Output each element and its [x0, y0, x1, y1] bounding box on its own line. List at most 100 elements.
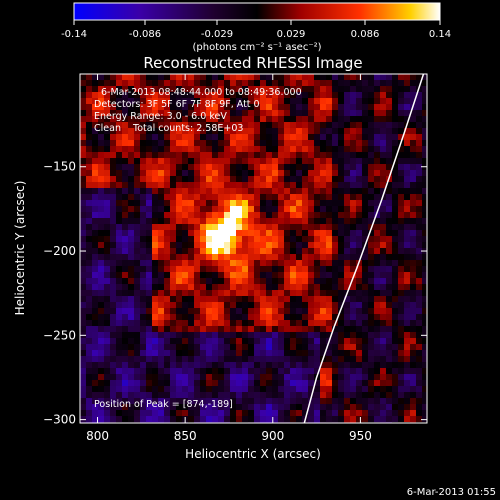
heatmap-cell: [326, 164, 333, 171]
heatmap-cell: [152, 314, 159, 321]
heatmap-cell: [350, 194, 357, 201]
heatmap-cell: [140, 278, 147, 285]
heatmap-cell: [392, 338, 399, 345]
heatmap-cell: [338, 164, 345, 171]
heatmap-cell: [134, 380, 141, 387]
heatmap-cell: [416, 104, 423, 111]
heatmap-cell: [206, 146, 213, 153]
heatmap-cell: [374, 128, 381, 135]
heatmap-cell: [260, 110, 267, 117]
heatmap-cell: [404, 92, 411, 99]
heatmap-cell: [272, 134, 279, 141]
heatmap-cell: [308, 374, 315, 381]
heatmap-cell: [338, 110, 345, 117]
heatmap-cell: [404, 254, 411, 261]
heatmap-cell: [98, 170, 105, 177]
heatmap-cell: [290, 350, 297, 357]
heatmap-cell: [260, 308, 267, 315]
heatmap-cell: [272, 272, 279, 279]
heatmap-cell: [260, 188, 267, 195]
heatmap-cell: [326, 374, 333, 381]
heatmap-cell: [230, 332, 237, 339]
heatmap-cell: [356, 272, 363, 279]
heatmap-cell: [200, 332, 207, 339]
heatmap-cell: [248, 176, 255, 183]
heatmap-cell: [128, 188, 135, 195]
heatmap-cell: [350, 356, 357, 363]
heatmap-cell: [86, 398, 93, 405]
heatmap-cell: [86, 152, 93, 159]
heatmap-cell: [206, 248, 213, 255]
heatmap-cell: [200, 308, 207, 315]
heatmap-cell: [140, 398, 147, 405]
heatmap-cell: [200, 92, 207, 99]
heatmap-cell: [182, 284, 189, 291]
heatmap-cell: [104, 404, 111, 411]
heatmap-cell: [266, 356, 273, 363]
heatmap-cell: [176, 362, 183, 369]
heatmap-cell: [296, 92, 303, 99]
heatmap-cell: [332, 152, 339, 159]
heatmap-cell: [224, 242, 231, 249]
heatmap-cell: [146, 242, 153, 249]
heatmap-cell: [224, 140, 231, 147]
heatmap-cell: [212, 206, 219, 213]
heatmap-cell: [170, 368, 177, 375]
heatmap-cell: [326, 296, 333, 303]
heatmap-cell: [116, 74, 123, 81]
heatmap-cell: [188, 236, 195, 243]
heatmap-cell: [98, 254, 105, 261]
heatmap-cell: [128, 74, 135, 81]
heatmap-cell: [422, 212, 427, 219]
heatmap-cell: [200, 218, 207, 225]
heatmap-cell: [152, 356, 159, 363]
heatmap-cell: [200, 350, 207, 357]
heatmap-cell: [158, 338, 165, 345]
heatmap-cell: [206, 398, 213, 405]
heatmap-cell: [332, 260, 339, 267]
heatmap-cell: [386, 344, 393, 351]
heatmap-cell: [338, 146, 345, 153]
heatmap-cell: [218, 296, 225, 303]
heatmap-cell: [416, 164, 423, 171]
heatmap-cell: [404, 182, 411, 189]
heatmap-cell: [110, 368, 117, 375]
heatmap-cell: [146, 254, 153, 261]
heatmap-cell: [170, 182, 177, 189]
heatmap-cell: [194, 314, 201, 321]
heatmap-cell: [110, 230, 117, 237]
heatmap-cell: [128, 206, 135, 213]
heatmap-cell: [404, 260, 411, 267]
heatmap-cell: [374, 278, 381, 285]
heatmap-cell: [92, 242, 99, 249]
heatmap-cell: [410, 416, 417, 423]
heatmap-cell: [128, 314, 135, 321]
heatmap-cell: [92, 218, 99, 225]
heatmap-cell: [134, 230, 141, 237]
heatmap-cell: [170, 236, 177, 243]
annotation-detectors: Detectors: 3F 5F 6F 7F 8F 9F, Att 0: [94, 99, 260, 110]
heatmap-cell: [152, 206, 159, 213]
heatmap-cell: [86, 362, 93, 369]
heatmap-cell: [302, 386, 309, 393]
heatmap-cell: [104, 92, 111, 99]
heatmap-cell: [344, 230, 351, 237]
heatmap-cell: [116, 242, 123, 249]
heatmap-cell: [278, 134, 285, 141]
heatmap-cell: [212, 146, 219, 153]
heatmap-cell: [362, 380, 369, 387]
heatmap-cell: [182, 224, 189, 231]
heatmap-cell: [338, 278, 345, 285]
heatmap-cell: [236, 410, 243, 417]
heatmap-cell: [128, 416, 135, 423]
heatmap-cell: [284, 410, 291, 417]
heatmap-cell: [320, 254, 327, 261]
heatmap-cell: [392, 164, 399, 171]
heatmap-cell: [410, 248, 417, 255]
heatmap-cell: [236, 242, 243, 249]
heatmap-cell: [374, 116, 381, 123]
heatmap-cell: [314, 86, 321, 93]
heatmap-cell: [212, 182, 219, 189]
heatmap-cell: [146, 188, 153, 195]
heatmap-cell: [230, 272, 237, 279]
